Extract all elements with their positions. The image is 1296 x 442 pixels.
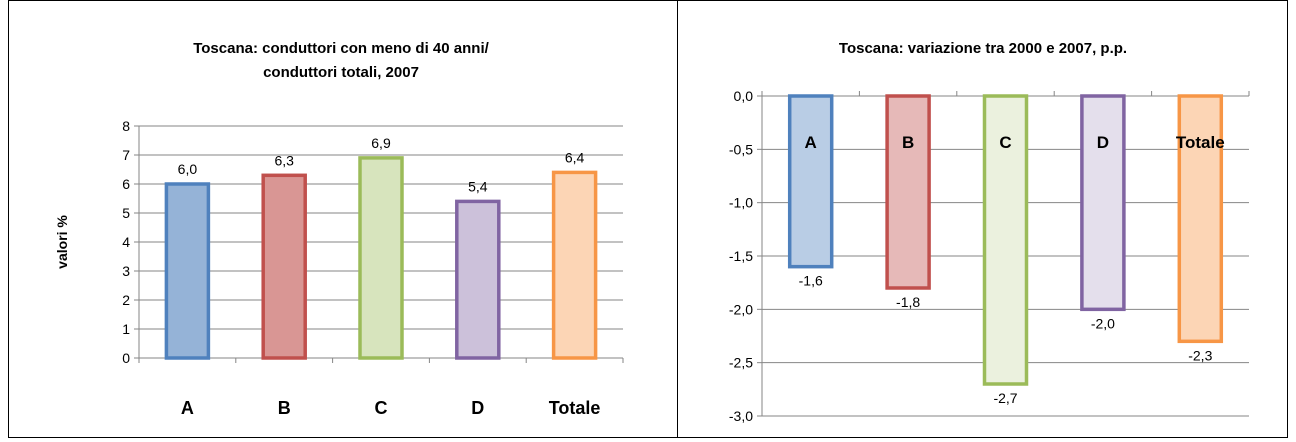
category-label: D bbox=[471, 398, 484, 418]
y-tick-label: -2,0 bbox=[729, 301, 753, 317]
y-tick-label: 7 bbox=[122, 147, 130, 163]
category-label: C bbox=[375, 398, 388, 418]
chart-title-line: conduttori totali, 2007 bbox=[263, 64, 419, 81]
category-label: A bbox=[181, 398, 194, 418]
y-tick-label: 8 bbox=[122, 118, 130, 134]
y-tick-label: 6 bbox=[122, 176, 130, 192]
y-tick-label: 1 bbox=[122, 321, 130, 337]
category-label: D bbox=[1097, 133, 1109, 152]
data-label: 6,4 bbox=[565, 149, 585, 165]
data-label: 5,4 bbox=[468, 178, 488, 194]
bar-b bbox=[885, 94, 931, 290]
category-label: A bbox=[805, 133, 817, 152]
y-tick-label: -0,5 bbox=[729, 141, 753, 157]
y-axis-label: valori % bbox=[54, 215, 70, 269]
bar-b bbox=[261, 173, 307, 360]
chart-title-line: Toscana: conduttori con meno di 40 anni/ bbox=[193, 40, 489, 57]
y-tick-label: 5 bbox=[122, 205, 130, 221]
data-label: -2,0 bbox=[1091, 315, 1115, 331]
y-tick-label: 4 bbox=[122, 234, 130, 250]
chart-panel-left: Toscana: conduttori con meno di 40 anni/… bbox=[8, 0, 677, 438]
bar-c bbox=[982, 94, 1029, 386]
category-label: C bbox=[999, 133, 1011, 152]
y-tick-label: 0 bbox=[122, 350, 130, 366]
data-label: -2,3 bbox=[1188, 347, 1212, 363]
y-tick-label: -1,0 bbox=[729, 195, 753, 211]
y-tick-label: -1,5 bbox=[729, 248, 753, 264]
bar-totale bbox=[551, 170, 598, 360]
category-label: Totale bbox=[549, 398, 601, 418]
y-tick-label: 0,0 bbox=[734, 88, 754, 104]
data-label: 6,3 bbox=[274, 152, 294, 168]
data-label: 6,9 bbox=[371, 135, 391, 151]
data-label: -1,6 bbox=[799, 273, 823, 289]
category-label: Totale bbox=[1176, 133, 1225, 152]
bar-totale bbox=[1177, 94, 1224, 344]
category-label: B bbox=[902, 133, 914, 152]
data-label: -1,8 bbox=[896, 294, 920, 310]
bar-chart-left: Toscana: conduttori con meno di 40 anni/… bbox=[54, 40, 624, 418]
chart-title-line: Toscana: variazione tra 2000 e 2007, p.p… bbox=[839, 40, 1127, 57]
data-label: -2,7 bbox=[993, 390, 1017, 406]
bar-d bbox=[455, 199, 501, 360]
y-tick-label: -3,0 bbox=[729, 408, 753, 424]
data-label: 6,0 bbox=[178, 161, 198, 177]
bar-c bbox=[358, 156, 404, 360]
y-tick-label: 2 bbox=[122, 292, 130, 308]
y-tick-label: 3 bbox=[122, 263, 130, 279]
bar-d bbox=[1080, 94, 1126, 312]
bar-a bbox=[164, 182, 211, 360]
bar-chart-right: Toscana: variazione tra 2000 e 2007, p.p… bbox=[729, 40, 1250, 424]
bar-a bbox=[787, 94, 834, 269]
category-label: B bbox=[278, 398, 291, 418]
chart-panel-right: Toscana: variazione tra 2000 e 2007, p.p… bbox=[677, 0, 1288, 438]
y-tick-label: -2,5 bbox=[729, 355, 753, 371]
